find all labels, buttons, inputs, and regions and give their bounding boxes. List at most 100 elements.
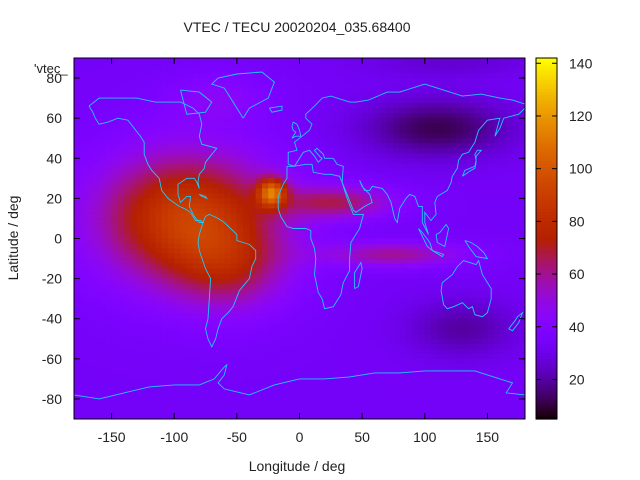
heatmap-cell	[355, 233, 363, 240]
heatmap-cell	[117, 118, 125, 124]
heatmap-cell	[312, 68, 319, 74]
heatmap-cell	[218, 368, 225, 375]
heatmap-cell	[149, 183, 157, 189]
heatmap-cell	[80, 198, 88, 204]
heatmap-cell	[512, 248, 520, 255]
heatmap-cell	[368, 373, 376, 380]
heatmap-cell	[330, 333, 338, 340]
heatmap-cell	[399, 93, 407, 99]
heatmap-cell	[493, 153, 501, 159]
heatmap-cell	[236, 258, 244, 265]
heatmap-cell	[243, 323, 250, 330]
heatmap-cell	[99, 253, 106, 260]
heatmap-cell	[199, 138, 207, 144]
heatmap-cell	[255, 93, 263, 99]
heatmap-cell	[374, 363, 382, 370]
heatmap-cell	[418, 358, 426, 365]
heatmap-cell	[299, 218, 307, 225]
heatmap-cell	[205, 158, 213, 164]
heatmap-cell	[362, 293, 369, 300]
heatmap-cell	[424, 338, 432, 345]
heatmap-cell	[393, 68, 401, 74]
heatmap-cell	[92, 158, 100, 164]
heatmap-cell	[380, 318, 388, 325]
heatmap-cell	[499, 63, 507, 69]
heatmap-cell	[293, 113, 301, 119]
heatmap-cell	[136, 268, 144, 275]
heatmap-cell	[431, 333, 438, 340]
heatmap-cell	[211, 333, 219, 340]
heatmap-cell	[243, 168, 250, 174]
heatmap-cell	[343, 113, 351, 119]
heatmap-cell	[456, 353, 463, 360]
heatmap-cell	[80, 228, 88, 235]
heatmap-cell	[493, 333, 501, 340]
heatmap-cell	[117, 308, 125, 315]
heatmap-cell	[86, 293, 94, 300]
heatmap-cell	[368, 338, 376, 345]
heatmap-cell	[218, 288, 225, 295]
heatmap-cell	[174, 198, 182, 204]
heatmap-cell	[506, 178, 514, 184]
heatmap-cell	[393, 263, 401, 270]
heatmap-cell	[449, 183, 457, 189]
heatmap-cell	[437, 323, 445, 330]
heatmap-cell	[293, 293, 301, 300]
heatmap-cell	[243, 353, 250, 360]
heatmap-cell	[368, 318, 376, 325]
heatmap-cell	[149, 283, 157, 290]
heatmap-cell	[481, 233, 489, 240]
heatmap-cell	[368, 273, 376, 280]
heatmap-cell	[142, 338, 150, 345]
heatmap-cell	[293, 88, 301, 94]
heatmap-cell	[167, 118, 175, 124]
heatmap-cell	[230, 168, 238, 174]
heatmap-cell	[142, 313, 150, 320]
heatmap-cell	[149, 378, 157, 385]
heatmap-cell	[124, 243, 131, 250]
heatmap-cell	[443, 163, 451, 169]
heatmap-cell	[274, 268, 282, 275]
heatmap-cell	[374, 313, 382, 320]
heatmap-cell	[117, 88, 125, 94]
heatmap-cell	[506, 213, 514, 220]
heatmap-cell	[499, 348, 507, 355]
heatmap-cell	[405, 343, 413, 350]
heatmap-cell	[224, 298, 232, 305]
heatmap-cell	[205, 68, 213, 74]
heatmap-cell	[468, 228, 476, 235]
heatmap-cell	[174, 108, 182, 114]
heatmap-cell	[199, 353, 207, 360]
heatmap-cell	[236, 163, 244, 169]
heatmap-cell	[481, 123, 489, 129]
heatmap-cell	[343, 253, 351, 260]
heatmap-cell	[180, 193, 188, 199]
heatmap-cell	[199, 188, 207, 194]
heatmap-cell	[431, 363, 438, 370]
heatmap-cell	[86, 263, 94, 270]
heatmap-cell	[199, 203, 207, 210]
heatmap-cell	[211, 58, 219, 64]
heatmap-cell	[155, 108, 163, 114]
heatmap-cell	[305, 318, 313, 325]
heatmap-cell	[487, 303, 495, 310]
heatmap-cell	[399, 188, 407, 194]
heatmap-cell	[412, 218, 420, 225]
heatmap-cell	[374, 88, 382, 94]
heatmap-cell	[205, 403, 213, 410]
heatmap-cell	[456, 148, 463, 154]
heatmap-cell	[161, 193, 169, 199]
heatmap-cell	[286, 293, 294, 300]
heatmap-cell	[218, 133, 225, 139]
heatmap-cell	[161, 298, 169, 305]
heatmap-cell	[399, 373, 407, 380]
heatmap-cell	[393, 113, 401, 119]
heatmap-cell	[499, 163, 507, 169]
heatmap-cell	[418, 378, 426, 385]
heatmap-cell	[211, 83, 219, 89]
heatmap-cell	[412, 243, 420, 250]
heatmap-cell	[418, 98, 426, 104]
heatmap-cell	[355, 128, 363, 134]
heatmap-cell	[474, 273, 482, 280]
heatmap-cell	[286, 238, 294, 245]
